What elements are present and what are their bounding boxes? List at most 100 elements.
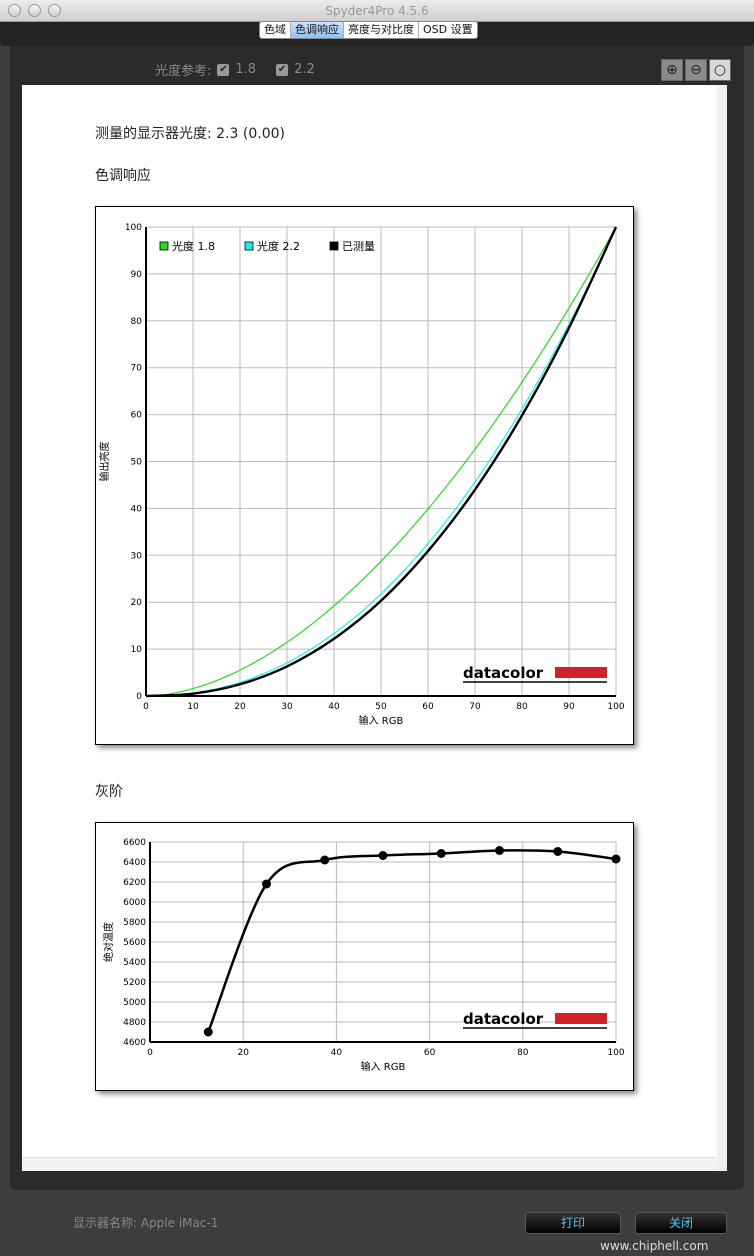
y-tick-label: 5200 <box>123 978 146 988</box>
tone-response-chart: 0 10 20 30 40 50 60 70 80 90 100 0 10 20 30 40 50 60 70 80 9… <box>95 206 634 745</box>
datacolor-logo: datacolor <box>463 664 544 682</box>
zoom-window-button[interactable] <box>48 4 61 17</box>
tab-gamut[interactable]: 色域 <box>260 22 291 38</box>
x-tick-label: 100 <box>607 1048 624 1058</box>
y-axis-label: 输出亮度 <box>98 442 111 482</box>
grayscale-chart: 0 20 40 60 80 100 4600 4800 5000 5200 5400 5600 5800… <box>95 822 634 1091</box>
y-tick-label: 5800 <box>123 918 146 928</box>
y-tick-label: 70 <box>131 364 143 374</box>
data-point <box>553 847 563 856</box>
measured-gamma: 测量的显示器光度: 2.3 (0.00) <box>95 123 285 143</box>
close-window-button[interactable] <box>8 4 21 17</box>
gamma-reference: 光度参考: ✔ 1.8 ✔ 2.2 <box>155 60 315 79</box>
print-button[interactable]: 打印 <box>525 1212 621 1234</box>
y-tick-label: 90 <box>131 270 143 280</box>
y-tick-label: 6200 <box>123 878 146 888</box>
measured-gamma-label: 测量的显示器光度: <box>95 126 212 142</box>
legend-swatch <box>244 241 254 251</box>
data-point <box>378 851 388 860</box>
reference-label: 光度参考: <box>155 64 212 79</box>
x-tick-label: 0 <box>147 1048 153 1058</box>
y-tick-label: 40 <box>131 504 143 514</box>
data-point <box>436 849 446 858</box>
zoom-in-button[interactable]: ⊕ <box>661 59 683 81</box>
window-title: Spyder4Pro 4.5.6 <box>325 4 429 18</box>
vertical-scrollbar[interactable] <box>717 85 727 1171</box>
measured-gamma-value: 2.3 (0.00) <box>216 126 285 142</box>
x-tick-label: 40 <box>328 702 340 712</box>
zoom-fit-icon: ○ <box>713 62 727 78</box>
checkbox-2-2[interactable]: ✔ <box>276 63 289 76</box>
y-tick-label: 30 <box>131 551 143 561</box>
data-point <box>611 854 621 864</box>
zoom-controls: ⊕ ⊖ ○ <box>661 59 731 81</box>
x-tick-label: 90 <box>563 702 575 712</box>
y-tick-label: 5000 <box>123 998 146 1008</box>
x-tick-label: 50 <box>375 702 387 712</box>
legend-swatch <box>329 241 339 251</box>
x-tick-label: 10 <box>187 702 199 712</box>
checkbox-1-8[interactable]: ✔ <box>217 63 230 76</box>
minimize-window-button[interactable] <box>28 4 41 17</box>
y-axis-label: 绝对温度 <box>102 922 115 962</box>
x-tick-label: 70 <box>469 702 481 712</box>
series-line <box>145 226 617 697</box>
x-tick-label: 20 <box>237 1048 249 1058</box>
x-tick-label: 30 <box>281 702 293 712</box>
datacolor-logo-bar <box>555 1013 607 1024</box>
zoom-in-icon: ⊕ <box>666 62 678 78</box>
data-point <box>262 879 271 889</box>
tab-bar: 色域 色调响应 亮度与对比度 OSD 设置 <box>259 21 478 39</box>
y-tick-label: 6600 <box>123 838 146 848</box>
zoom-out-button[interactable]: ⊖ <box>685 59 707 81</box>
y-tick-label: 6000 <box>123 898 146 908</box>
y-tick-label: 60 <box>131 411 143 421</box>
y-tick-label: 20 <box>131 598 143 608</box>
horizontal-scrollbar[interactable] <box>22 1157 717 1171</box>
zoom-fit-button[interactable]: ○ <box>709 59 731 81</box>
tab-brightness-contrast[interactable]: 亮度与对比度 <box>344 22 419 38</box>
data-point <box>203 1027 213 1037</box>
display-name: 显示器名称: Apple iMac-1 <box>73 1216 219 1230</box>
legend-label: 光度 2.2 <box>257 239 300 253</box>
y-tick-label: 50 <box>131 458 143 468</box>
x-tick-label: 80 <box>517 1048 529 1058</box>
y-tick-label: 4800 <box>123 1018 146 1028</box>
y-tick-label: 0 <box>136 692 142 702</box>
x-axis-label: 输入 RGB <box>359 714 404 727</box>
legend-swatch <box>159 241 169 251</box>
x-tick-label: 80 <box>516 702 528 712</box>
y-tick-label: 10 <box>131 645 143 655</box>
x-tick-label: 0 <box>143 702 149 712</box>
y-tick-label: 6400 <box>123 858 146 868</box>
x-tick-label: 20 <box>234 702 246 712</box>
x-tick-label: 60 <box>424 1048 436 1058</box>
x-tick-label: 40 <box>331 1048 343 1058</box>
x-axis-label: 输入 RGB <box>361 1060 406 1073</box>
y-tick-label: 80 <box>131 317 143 327</box>
legend-label: 光度 1.8 <box>172 239 215 253</box>
checkbox-2-2-label: 2.2 <box>294 62 315 77</box>
tab-osd-settings[interactable]: OSD 设置 <box>423 23 473 36</box>
series-line <box>145 226 617 697</box>
checkbox-1-8-label: 1.8 <box>235 62 257 77</box>
series-line <box>207 849 617 1033</box>
title-bar: Spyder4Pro 4.5.6 <box>0 0 754 22</box>
datacolor-logo-bar <box>555 667 607 678</box>
close-button[interactable]: 关闭 <box>635 1212 727 1234</box>
data-point <box>320 855 330 865</box>
data-point <box>495 846 504 855</box>
gray-section-title: 灰阶 <box>95 784 123 800</box>
x-tick-label: 60 <box>422 702 434 712</box>
x-tick-label: 100 <box>607 702 624 712</box>
legend-label: 已测量 <box>342 240 375 253</box>
series-line <box>145 226 618 698</box>
tab-tone-response[interactable]: 色调响应 <box>291 22 344 38</box>
datacolor-logo: datacolor <box>463 1010 544 1028</box>
y-tick-label: 4600 <box>123 1038 146 1048</box>
y-tick-label: 5600 <box>123 938 146 948</box>
tone-section-title: 色调响应 <box>95 168 151 184</box>
y-tick-label: 5400 <box>123 958 146 968</box>
y-tick-label: 100 <box>125 223 142 233</box>
zoom-out-icon: ⊖ <box>690 62 702 78</box>
